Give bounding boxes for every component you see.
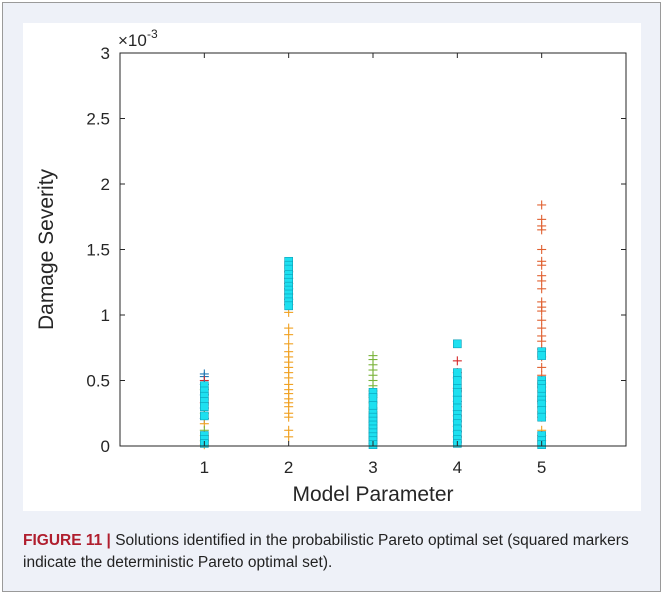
x-axis-label: Model Parameter (292, 483, 453, 506)
x-tick-label: 2 (284, 458, 293, 477)
plus-marker (537, 260, 547, 270)
square-marker (537, 384, 546, 393)
square-marker (368, 401, 378, 410)
square-marker (200, 411, 209, 421)
plus-marker (452, 356, 462, 366)
square-marker (284, 301, 293, 311)
figure-label: FIGURE 11 | (23, 532, 111, 549)
y-tick-label: 2.5 (86, 110, 110, 129)
plus-marker (284, 330, 294, 340)
square-marker (453, 395, 462, 405)
square-marker (368, 393, 378, 402)
plus-marker (284, 339, 294, 349)
y-axis-label: Damage Severity (35, 168, 58, 330)
x-tick-label: 3 (368, 458, 377, 477)
plus-marker (537, 200, 547, 210)
plus-marker (537, 276, 547, 286)
scatter-chart: 1 2 3 4 5 0 0.5 1 1.5 2 2.5 3 ×10 -3 Model Paramete… (35, 27, 627, 506)
plot-area: 1 2 3 4 5 0 0.5 1 1.5 2 2.5 3 ×10 -3 Model Paramete… (23, 23, 641, 511)
y-multiplier-exponent: -3 (147, 27, 158, 41)
caption-text: Solutions identified in the probabilisti… (23, 532, 629, 571)
plus-marker (537, 323, 547, 333)
x-tick-label: 1 (200, 458, 209, 477)
square-marker (453, 376, 462, 385)
figure-caption: FIGURE 11 | Solutions identified in the … (23, 530, 643, 574)
plus-marker (284, 432, 294, 442)
square-marker (453, 387, 462, 397)
plus-marker (537, 362, 547, 372)
square-marker (453, 368, 462, 377)
plus-marker (537, 306, 547, 316)
square-marker (453, 339, 462, 349)
square-marker (537, 351, 546, 360)
square-marker (537, 412, 546, 422)
y-tick-label: 1 (101, 306, 110, 325)
x-tick-label: 5 (537, 458, 546, 477)
plus-marker (537, 245, 547, 254)
y-tick-label: 0.5 (86, 372, 110, 391)
x-tick-label: 4 (453, 458, 462, 477)
plus-marker (537, 336, 547, 346)
y-tick-label: 1.5 (86, 241, 110, 260)
plus-marker (284, 412, 294, 422)
y-tick-label: 2 (101, 175, 110, 194)
y-tick-label: 3 (101, 44, 110, 63)
square-marker (200, 402, 209, 412)
plus-marker (537, 225, 547, 235)
y-multiplier-label: ×10 (118, 31, 147, 50)
plus-marker (537, 284, 547, 294)
y-tick-label: 0 (101, 437, 110, 456)
plus-marker (537, 315, 547, 325)
